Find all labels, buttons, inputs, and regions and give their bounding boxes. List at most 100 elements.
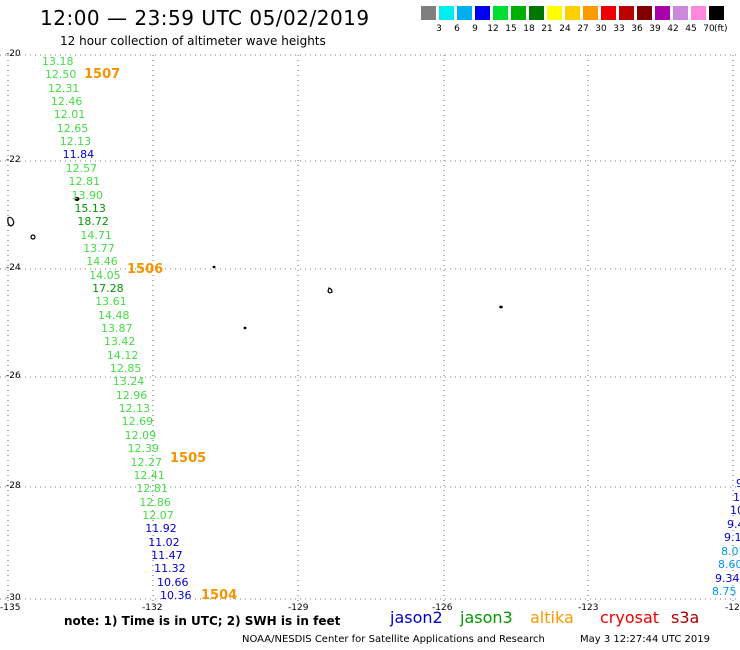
colorbar-label: 12	[487, 24, 499, 34]
wave-height-value: 12.13	[59, 135, 92, 149]
wave-height-value: 12.96	[115, 388, 148, 402]
colorbar-label: 18	[523, 24, 535, 34]
satellite-legend-altika: altika	[530, 608, 574, 627]
pass-label-1505: 1505	[170, 451, 207, 466]
wave-height-value: 12.13	[118, 402, 151, 416]
longitude-label: -123	[578, 603, 599, 613]
wave-height-value: 10.36	[160, 589, 192, 602]
credit-text: NOAA/NESDIS Center for Satellite Applica…	[242, 634, 545, 645]
longitude-label: -132	[142, 603, 163, 613]
colorbar-swatch	[637, 6, 652, 20]
pass-label-1507: 1507	[84, 67, 121, 82]
colorbar-swatch	[601, 6, 616, 20]
colorbar-label: 45	[685, 24, 697, 34]
colorbar-label: 36	[631, 24, 643, 34]
colorbar-swatch	[565, 6, 580, 20]
wave-height-value: 12.39	[127, 442, 160, 456]
wave-height-value: 18.72	[77, 215, 109, 229]
island	[243, 326, 247, 330]
colorbar-label: 21	[541, 24, 553, 34]
timestamp-text: May 3 12:27:44 UTC 2019	[580, 634, 710, 645]
wave-height-value: 10	[730, 504, 740, 517]
wave-height-value: 11.47	[151, 548, 183, 562]
footer-note: note: 1) Time is in UTC; 2) SWH is in fe…	[64, 614, 341, 628]
wave-height-value: 12.81	[68, 175, 101, 189]
wave-height-value: 10.66	[157, 575, 189, 589]
colorbar-swatch	[493, 6, 508, 20]
chart-subtitle: 12 hour collection of altimeter wave hei…	[60, 34, 326, 48]
wave-height-value: 14.46	[86, 255, 118, 269]
colorbar-swatch	[421, 6, 436, 20]
colorbar-swatch	[673, 6, 688, 20]
colorbar-swatch	[709, 6, 724, 20]
colorbar-swatch	[529, 6, 544, 20]
wave-height-value: 12.65	[56, 121, 89, 135]
satellite-legend-jason3: jason3	[460, 608, 513, 627]
colorbar-label: 27	[577, 24, 589, 34]
colorbar-swatch	[547, 6, 562, 20]
colorbar-label: 70	[703, 24, 715, 34]
island	[327, 287, 333, 294]
colorbar-label: 15	[505, 24, 517, 34]
wave-height-value: 12.50	[44, 68, 77, 82]
pass-label-1504: 1504	[201, 588, 238, 603]
colorbar-label: 30	[595, 24, 607, 34]
wave-height-value: 15.13	[74, 201, 106, 215]
wave-height-value: 12.31	[47, 81, 80, 95]
wave-height-value: 12.85	[109, 362, 142, 376]
colorbar-swatch	[439, 6, 454, 20]
wave-height-value: 13.77	[83, 241, 115, 255]
wave-height-value: 12.46	[50, 95, 83, 109]
island	[30, 234, 36, 240]
colorbar-label: 42	[667, 24, 679, 34]
colorbar-label: 6	[454, 24, 460, 34]
wave-height-value: 9	[736, 477, 740, 490]
colorbar-unit: (ft)	[714, 24, 728, 34]
wave-height-value: 12.09	[124, 428, 157, 442]
island	[499, 305, 503, 309]
wave-height-value: 13.18	[42, 55, 74, 68]
wave-height-value: 13.90	[71, 188, 104, 202]
wave-height-value: 12.57	[65, 161, 98, 175]
longitude-label: -135	[0, 603, 21, 613]
wave-height-value: 12.01	[53, 108, 86, 122]
satellite-legend-jason2: jason2	[390, 608, 443, 627]
satellite-legend-s3a: s3a	[671, 608, 700, 627]
colorbar-swatch	[691, 6, 706, 20]
latitude-label: -28	[6, 481, 21, 491]
wave-height-value: 14.12	[106, 348, 139, 362]
wave-height-value: 9.1	[724, 531, 740, 544]
island	[212, 265, 216, 269]
latitude-label: -20	[6, 49, 21, 59]
colorbar-label: 33	[613, 24, 625, 34]
wave-height-value: 12.69	[121, 415, 154, 429]
colorbar-swatch	[619, 6, 634, 20]
wave-height-value: 10	[733, 490, 740, 504]
wave-height-value: 14.05	[89, 268, 121, 282]
satellite-legend-cryosat: cryosat	[600, 608, 660, 627]
wave-height-value: 8.01	[721, 544, 740, 558]
longitude-label: -12(	[725, 603, 740, 613]
longitude-label: -126	[432, 603, 453, 613]
wave-height-value: 8.75	[712, 585, 737, 598]
wave-height-value: 12.41	[133, 468, 165, 482]
colorbar-label: 3	[436, 24, 442, 34]
wave-height-value: 13.24	[112, 375, 145, 389]
wave-height-value: 9.34	[715, 571, 740, 585]
wave-height-value: 11.84	[62, 148, 95, 162]
pass-label-1506: 1506	[127, 262, 164, 277]
colorbar-swatch	[511, 6, 526, 20]
colorbar-swatch	[583, 6, 598, 20]
colorbar-label: 9	[472, 24, 478, 34]
wave-height-value: 17.28	[92, 281, 124, 295]
latitude-label: -22	[6, 155, 21, 165]
colorbar-swatch	[655, 6, 670, 20]
colorbar-swatch	[457, 6, 472, 20]
grid-lines	[0, 54, 740, 602]
chart-title: 12:00 — 23:59 UTC 05/02/2019	[40, 6, 370, 30]
wave-height-value: 12.81	[136, 482, 168, 496]
wave-height-value: 13.61	[95, 295, 127, 309]
wave-height-value: 9.4	[727, 517, 740, 531]
longitude-label: -129	[288, 603, 309, 613]
